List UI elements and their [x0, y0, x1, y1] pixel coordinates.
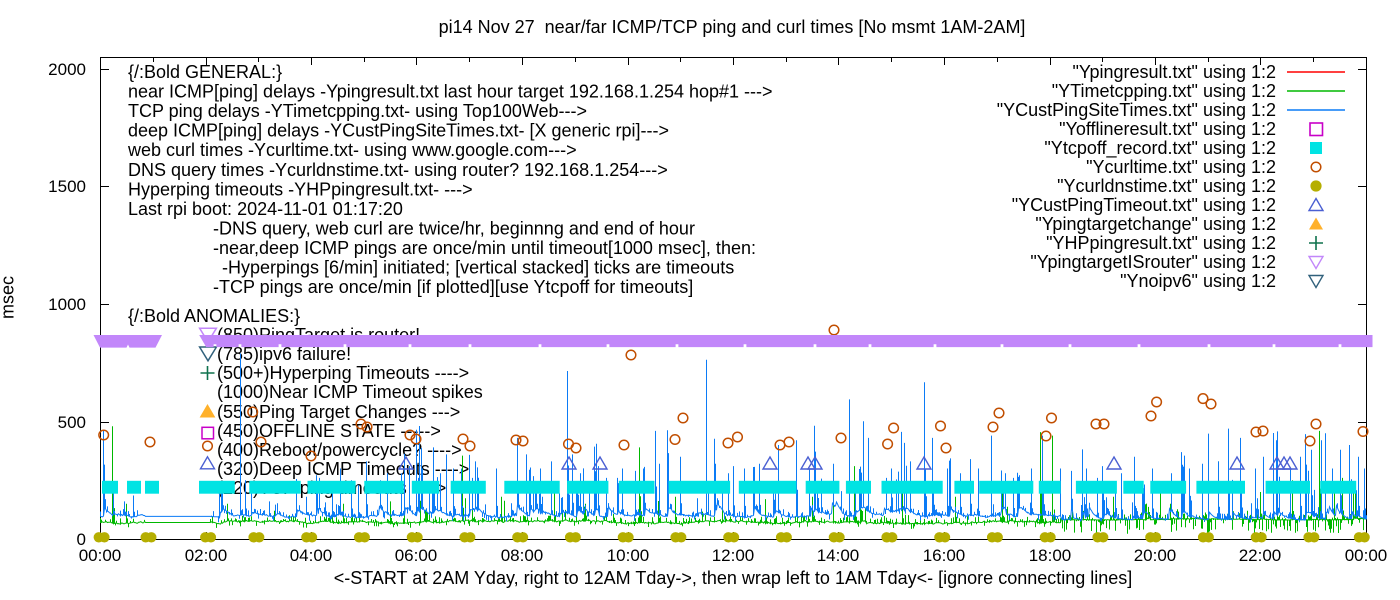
- svg-text:(450)OFFLINE STATE ----->: (450)OFFLINE STATE ----->: [217, 421, 441, 441]
- svg-text:22:00: 22:00: [1239, 546, 1282, 565]
- svg-text:-TCP pings are once/min [if pl: -TCP pings are once/min [if plotted][use…: [213, 277, 693, 297]
- svg-text:"Yofflineresult.txt" using 1:2: "Yofflineresult.txt" using 1:2: [1059, 119, 1276, 139]
- svg-text:-near,deep ICMP pings are once: -near,deep ICMP pings are once/min until…: [213, 238, 756, 258]
- svg-text:-Hyperpings [6/min] initiated;: -Hyperpings [6/min] initiated; [vertical…: [222, 258, 734, 278]
- svg-text:pi14 Nov 27 near/far ICMP/TCP: pi14 Nov 27 near/far ICMP/TCP ping and c…: [439, 17, 1026, 37]
- svg-text:(550)Ping Target Changes --->: (550)Ping Target Changes --->: [217, 402, 460, 422]
- svg-text:10:00: 10:00: [607, 546, 650, 565]
- svg-text:TCP ping delays -YTimetcpping.: TCP ping delays -YTimetcpping.txt- using…: [128, 101, 587, 121]
- svg-text:near ICMP[ping] delays -Ypingr: near ICMP[ping] delays -Ypingresult.txt …: [128, 82, 773, 102]
- svg-text:(500+)Hyperping Timeouts ---->: (500+)Hyperping Timeouts ---->: [217, 363, 469, 383]
- svg-text:"YCustPingTimeout.txt" using 1: "YCustPingTimeout.txt" using 1:2: [1012, 195, 1276, 215]
- svg-text:Hyperping timeouts -YHPpingres: Hyperping timeouts -YHPpingresult.txt- -…: [128, 179, 473, 199]
- svg-text:deep ICMP[ping] delays -YCustP: deep ICMP[ping] delays -YCustPingSiteTim…: [128, 121, 669, 141]
- svg-text:16:00: 16:00: [923, 546, 966, 565]
- svg-text:18:00: 18:00: [1029, 546, 1072, 565]
- svg-text:(785)ipv6 failure!: (785)ipv6 failure!: [217, 344, 351, 364]
- svg-text:-DNS query, web curl are twice: -DNS query, web curl are twice/hr, begin…: [213, 218, 695, 238]
- svg-text:"YCustPingSiteTimes.txt" using: "YCustPingSiteTimes.txt" using 1:2: [997, 100, 1276, 120]
- svg-text:2000: 2000: [48, 60, 86, 79]
- svg-text:00:00: 00:00: [1345, 546, 1388, 565]
- svg-text:"Ycurldnstime.txt" using 1:2: "Ycurldnstime.txt" using 1:2: [1057, 176, 1276, 196]
- svg-text:(400)Reboot/powercycle? ---->: (400)Reboot/powercycle? ---->: [217, 440, 462, 460]
- svg-text:00:00: 00:00: [79, 546, 122, 565]
- svg-text:Last rpi boot: 2024-11-01 01:1: Last rpi boot: 2024-11-01 01:17:20: [128, 199, 403, 219]
- svg-text:"Ynoipv6" using 1:2: "Ynoipv6" using 1:2: [1120, 271, 1276, 291]
- svg-text:1500: 1500: [48, 177, 86, 196]
- svg-text:msec: msec: [0, 276, 18, 319]
- svg-text:{/:Bold ANOMALIES:}: {/:Bold ANOMALIES:}: [128, 306, 300, 326]
- svg-text:web curl times -Ycurltime.txt-: web curl times -Ycurltime.txt- using www…: [127, 140, 577, 160]
- svg-text:500: 500: [58, 413, 86, 432]
- svg-text:DNS query times -Ycurldnstime.: DNS query times -Ycurldnstime.txt- using…: [128, 160, 668, 180]
- svg-text:02:00: 02:00: [185, 546, 228, 565]
- svg-text:"YTimetcpping.txt" using 1:2: "YTimetcpping.txt" using 1:2: [1052, 81, 1276, 101]
- svg-text:0: 0: [77, 530, 86, 549]
- svg-text:12:00: 12:00: [712, 546, 755, 565]
- svg-text:"Ytcpoff_record.txt" using 1:2: "Ytcpoff_record.txt" using 1:2: [1044, 138, 1276, 159]
- svg-text:20:00: 20:00: [1134, 546, 1177, 565]
- svg-text:"Ycurltime.txt" using 1:2: "Ycurltime.txt" using 1:2: [1086, 157, 1276, 177]
- svg-text:06:00: 06:00: [395, 546, 438, 565]
- svg-text:08:00: 08:00: [501, 546, 544, 565]
- svg-text:"Ypingresult.txt" using 1:2: "Ypingresult.txt" using 1:2: [1072, 62, 1276, 82]
- svg-text:04:00: 04:00: [290, 546, 333, 565]
- svg-text:1000: 1000: [48, 295, 86, 314]
- svg-text:"YHPpingresult.txt" using 1:2: "YHPpingresult.txt" using 1:2: [1046, 233, 1276, 253]
- svg-text:(320)Deep ICMP Timeouts ---->: (320)Deep ICMP Timeouts ---->: [217, 459, 469, 479]
- svg-text:"YpingtargetISrouter" using 1:: "YpingtargetISrouter" using 1:2: [1030, 252, 1276, 272]
- svg-text:(1000)Near ICMP Timeout spikes: (1000)Near ICMP Timeout spikes: [217, 382, 483, 402]
- svg-text:"Ypingtargetchange" using 1:2: "Ypingtargetchange" using 1:2: [1035, 214, 1276, 234]
- svg-text:<-START at 2AM Yday, right to: <-START at 2AM Yday, right to 12AM Tday-…: [334, 568, 1133, 588]
- svg-text:{/:Bold GENERAL:}: {/:Bold GENERAL:}: [128, 62, 282, 82]
- svg-text:14:00: 14:00: [817, 546, 860, 565]
